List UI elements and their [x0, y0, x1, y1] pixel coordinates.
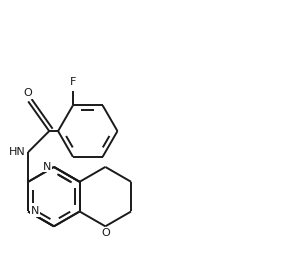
Text: O: O — [101, 228, 110, 238]
Text: N: N — [43, 162, 51, 172]
Text: F: F — [70, 77, 76, 87]
Text: O: O — [24, 88, 33, 98]
Text: N: N — [31, 206, 39, 216]
Text: HN: HN — [9, 147, 26, 157]
